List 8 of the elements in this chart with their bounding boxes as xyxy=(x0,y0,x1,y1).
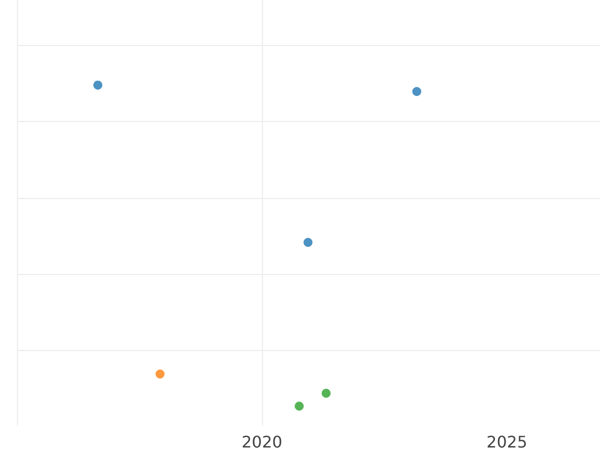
point xyxy=(93,80,102,90)
x-tick-label: 2020 xyxy=(242,432,282,450)
point xyxy=(294,402,304,411)
point xyxy=(322,388,331,398)
x-tick-label: 2025 xyxy=(486,432,528,450)
point xyxy=(156,369,165,378)
point xyxy=(304,238,313,247)
point xyxy=(412,86,422,96)
